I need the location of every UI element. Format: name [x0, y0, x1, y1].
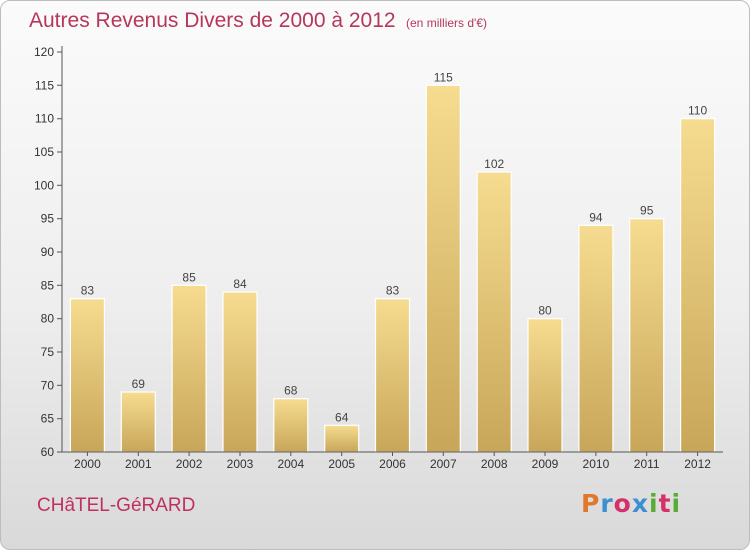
- x-tick-label-2001: 2001: [125, 457, 152, 471]
- bar-2006: [374, 298, 411, 453]
- y-tick-label-70: 70: [41, 378, 55, 392]
- bar-value-label-2004: 68: [284, 384, 298, 398]
- bar-2008: [476, 171, 512, 453]
- proxiti-logo: Proxiti: [581, 489, 681, 518]
- x-tick-label-2004: 2004: [277, 457, 304, 471]
- bar-value-label-2011: 95: [640, 204, 654, 218]
- bar-value-label-2009: 80: [538, 304, 552, 318]
- bar-value-label-2008: 102: [484, 157, 504, 171]
- x-tick-label-2012: 2012: [684, 457, 711, 471]
- bar-2010: [578, 224, 614, 453]
- x-tick-label-2002: 2002: [176, 457, 203, 471]
- bar-value-label-2007: 115: [434, 70, 453, 84]
- chart-title-text: Autres Revenus Divers de 2000 à 2012: [29, 9, 396, 32]
- logo-letter: t: [658, 489, 672, 518]
- y-tick-label-100: 100: [34, 178, 54, 192]
- y-tick-label-60: 60: [41, 445, 55, 459]
- bar-2004: [273, 398, 309, 453]
- logo-letter: i: [649, 489, 659, 518]
- x-tick-label-2007: 2007: [430, 457, 457, 471]
- y-tick-label-115: 115: [35, 78, 54, 92]
- x-tick-label-2000: 2000: [74, 457, 101, 471]
- bar-2005: [324, 424, 360, 453]
- x-tick-label-2005: 2005: [328, 457, 355, 471]
- bar-value-label-2012: 110: [688, 104, 707, 118]
- logo-letter: x: [631, 489, 649, 518]
- bar-2003: [222, 291, 258, 453]
- y-tick-label-95: 95: [41, 212, 55, 226]
- bar-value-label-2003: 84: [233, 277, 247, 291]
- y-tick-label-105: 105: [34, 145, 54, 159]
- x-tick-label-2010: 2010: [583, 457, 610, 471]
- logo-letter: r: [600, 489, 614, 518]
- bar-value-label-2010: 94: [589, 210, 603, 224]
- chart-unit: (en milliers d'€): [406, 16, 487, 30]
- y-tick-label-110: 110: [35, 112, 54, 126]
- bar-value-label-2001: 69: [132, 377, 146, 391]
- chart-title: Autres Revenus Divers de 2000 à 2012 (en…: [29, 9, 487, 33]
- bar-2001: [120, 391, 156, 453]
- logo-letter: P: [581, 489, 601, 518]
- bar-2007: [425, 84, 461, 453]
- x-tick-label-2009: 2009: [532, 457, 559, 471]
- x-tick-label-2006: 2006: [379, 457, 406, 471]
- bar-value-label-2002: 85: [182, 270, 196, 284]
- y-tick-label-85: 85: [41, 278, 55, 292]
- bar-2000: [69, 298, 106, 453]
- bar-2011: [629, 218, 665, 453]
- y-tick-label-120: 120: [34, 45, 54, 59]
- bar-value-label-2000: 83: [81, 284, 95, 298]
- y-tick-label-65: 65: [41, 412, 55, 426]
- x-tick-label-2011: 2011: [634, 457, 660, 471]
- x-tick-label-2008: 2008: [481, 457, 508, 471]
- logo-letter: i: [671, 489, 682, 518]
- logo-letter: o: [613, 489, 632, 518]
- y-tick-label-80: 80: [41, 312, 55, 326]
- bar-2012: [679, 118, 716, 453]
- bar-2002: [171, 284, 207, 453]
- bar-2009: [527, 318, 563, 453]
- bar-value-label-2006: 83: [386, 284, 400, 298]
- y-tick-label-90: 90: [41, 245, 55, 259]
- bar-value-label-2005: 64: [335, 410, 349, 424]
- x-tick-label-2003: 2003: [227, 457, 254, 471]
- town-name: CHâTEL-GéRARD: [37, 495, 196, 516]
- y-tick-label-75: 75: [41, 345, 55, 359]
